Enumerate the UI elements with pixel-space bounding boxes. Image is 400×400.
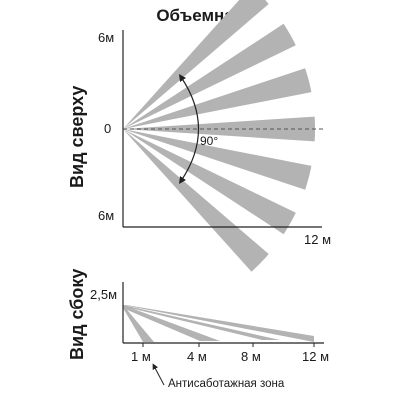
top-view-beam: [123, 0, 269, 129]
side-view-tick-8m: 8 м: [241, 349, 261, 364]
side-view-beam: [123, 305, 154, 342]
top-view-x-max-label: 12 м: [304, 232, 332, 247]
angle-arc-arrow: [178, 74, 199, 184]
side-view-tick-1m: 1 м: [131, 349, 151, 364]
top-view-beam: [123, 129, 296, 235]
side-view-tick-12m: 12 м: [302, 349, 330, 364]
side-view-beam: [123, 305, 220, 341]
top-view-label: Вид сверху: [67, 85, 87, 188]
top-view-beam: [123, 68, 312, 129]
side-view-label: Вид сбоку: [67, 268, 87, 360]
angle-label: 90°: [200, 134, 219, 148]
anti-sabotage-note: Антисаботажная зона: [168, 378, 285, 390]
top-view-beam: [123, 129, 312, 190]
side-view-tick-marks: [142, 343, 315, 347]
side-view-beam: [123, 305, 280, 340]
top-view-y-top-label: 6м: [98, 30, 115, 45]
top-view-fan-beams: [123, 0, 315, 272]
note-arrow: [152, 363, 165, 386]
side-view-beams: [123, 305, 314, 342]
side-view-height-label: 2,5м: [90, 287, 118, 302]
side-view-beam: [123, 305, 314, 342]
top-view-beam: [123, 129, 269, 272]
top-view-beam: [123, 116, 315, 142]
top-view-y-bottom-label: 6м: [98, 208, 115, 223]
top-view-beam: [123, 23, 296, 129]
top-view-y-zero-label: 0: [104, 121, 112, 136]
side-view-tick-4m: 4 м: [187, 349, 207, 364]
